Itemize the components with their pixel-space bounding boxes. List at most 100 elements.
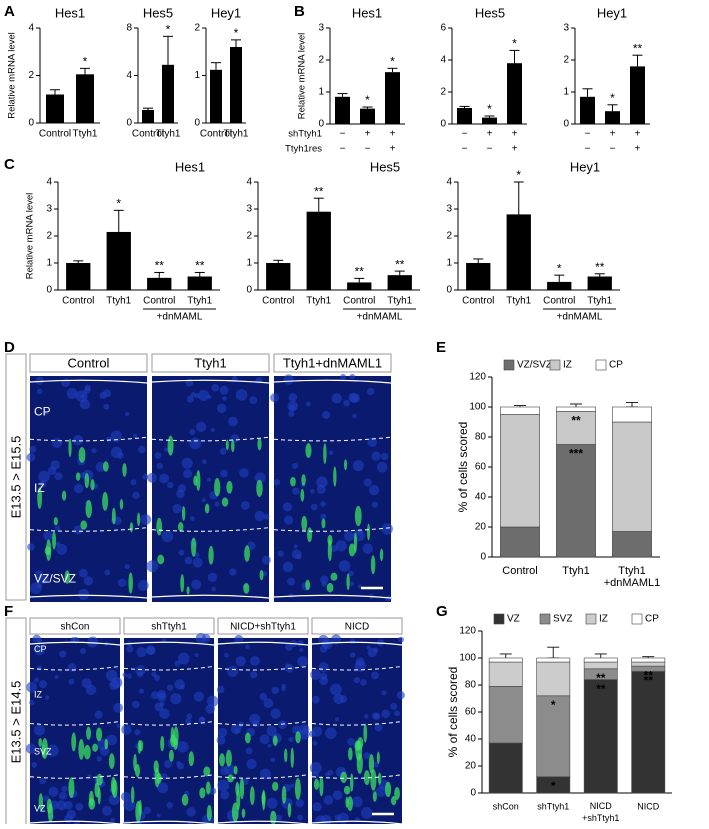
x-tick-label: Control [462,296,494,307]
error-bar [500,654,512,658]
bar-segment [632,662,665,666]
nucleus [381,453,388,460]
nucleus [241,501,250,510]
labeled-cell [363,724,367,743]
error-bar [231,40,241,47]
nucleus [167,482,173,488]
nucleus [170,693,181,704]
labeled-cell [187,586,190,594]
labeled-cell [182,506,185,521]
nucleus [330,684,342,696]
labeled-cell [380,549,383,561]
nucleus [113,703,123,713]
labeled-cell [128,572,133,593]
labeled-cell [120,499,123,510]
bar-segment [489,658,522,662]
significance-label: * [83,55,88,69]
nucleus [364,714,369,719]
y-tick-label: 2 [318,55,324,66]
condition-sign: − [340,144,346,155]
nucleus [360,679,367,686]
y-tick-label: 60 [475,462,487,473]
condition-sign: + [512,144,518,155]
nucleus [367,388,374,395]
condition-sign: + [512,129,518,140]
legend-label: VZ/SVZ [517,360,552,371]
nucleus [49,787,59,797]
labeled-cell [89,791,94,806]
bar [507,214,531,290]
y-tick-label: 3 [446,204,452,215]
panel-label: C [4,156,15,173]
nucleus [313,741,318,746]
y-tick-label: 20 [475,522,487,533]
nucleus [320,501,325,506]
labeled-cell [109,753,115,769]
nucleus [147,473,157,483]
labeled-cell [92,744,98,752]
nucleus [146,646,155,655]
nucleus [84,387,91,394]
significance-label: * [234,26,239,40]
labeled-cell [46,539,51,561]
error-bar [514,182,524,214]
nucleus [322,638,333,649]
labeled-cell [137,513,140,526]
panel-label: G [436,603,448,620]
nucleus [144,807,151,814]
bar [385,72,400,124]
nucleus [311,504,318,511]
nucleus [289,404,295,410]
nucleus [310,669,321,680]
condition-sign: − [365,144,371,155]
zone-label: SVZ [34,746,52,756]
nucleus [270,758,275,763]
bar-segment [537,662,570,696]
y-tick-label: 4 [440,55,446,66]
legend-label: IZ [599,614,608,625]
nucleus [43,531,53,541]
nucleus [231,724,241,734]
bar [66,263,90,290]
nucleus [55,525,60,530]
nucleus [270,709,280,719]
chart-title: Hes1 [352,5,382,20]
nucleus [332,393,342,403]
nucleus [61,378,70,387]
bar [76,74,94,123]
bar [307,212,331,290]
labeled-cell [130,522,133,532]
error-bar [485,116,495,118]
nucleus [316,476,328,488]
bar [147,278,171,290]
y-tick-label: 120 [469,372,486,383]
nucleus [194,692,204,702]
nucleus [191,579,201,589]
nucleus [228,417,238,427]
significance-label: ** [314,184,324,198]
bar [162,65,174,123]
labeled-cell [131,786,134,803]
labeled-cell [79,447,86,463]
labeled-cell [301,474,305,486]
labeled-cell [391,796,396,805]
nucleus [68,679,74,685]
nucleus [202,634,211,643]
labeled-cell [105,739,108,750]
labeled-cell [205,504,210,514]
bar [360,109,375,124]
nucleus [39,777,46,784]
condition-sign: − [462,144,468,155]
y-tick-label: 4 [126,70,132,81]
nucleus [306,401,311,406]
significance-label: * [551,779,556,793]
bar-segment [489,686,522,743]
significance-label: ** [395,257,405,271]
chart-title: Hey1 [570,159,600,174]
labeled-cell [371,555,376,574]
y-tick-label: 2 [246,231,252,242]
nucleus [138,446,146,454]
nucleus [187,395,194,402]
nucleus [309,731,315,737]
nucleus [102,806,112,816]
